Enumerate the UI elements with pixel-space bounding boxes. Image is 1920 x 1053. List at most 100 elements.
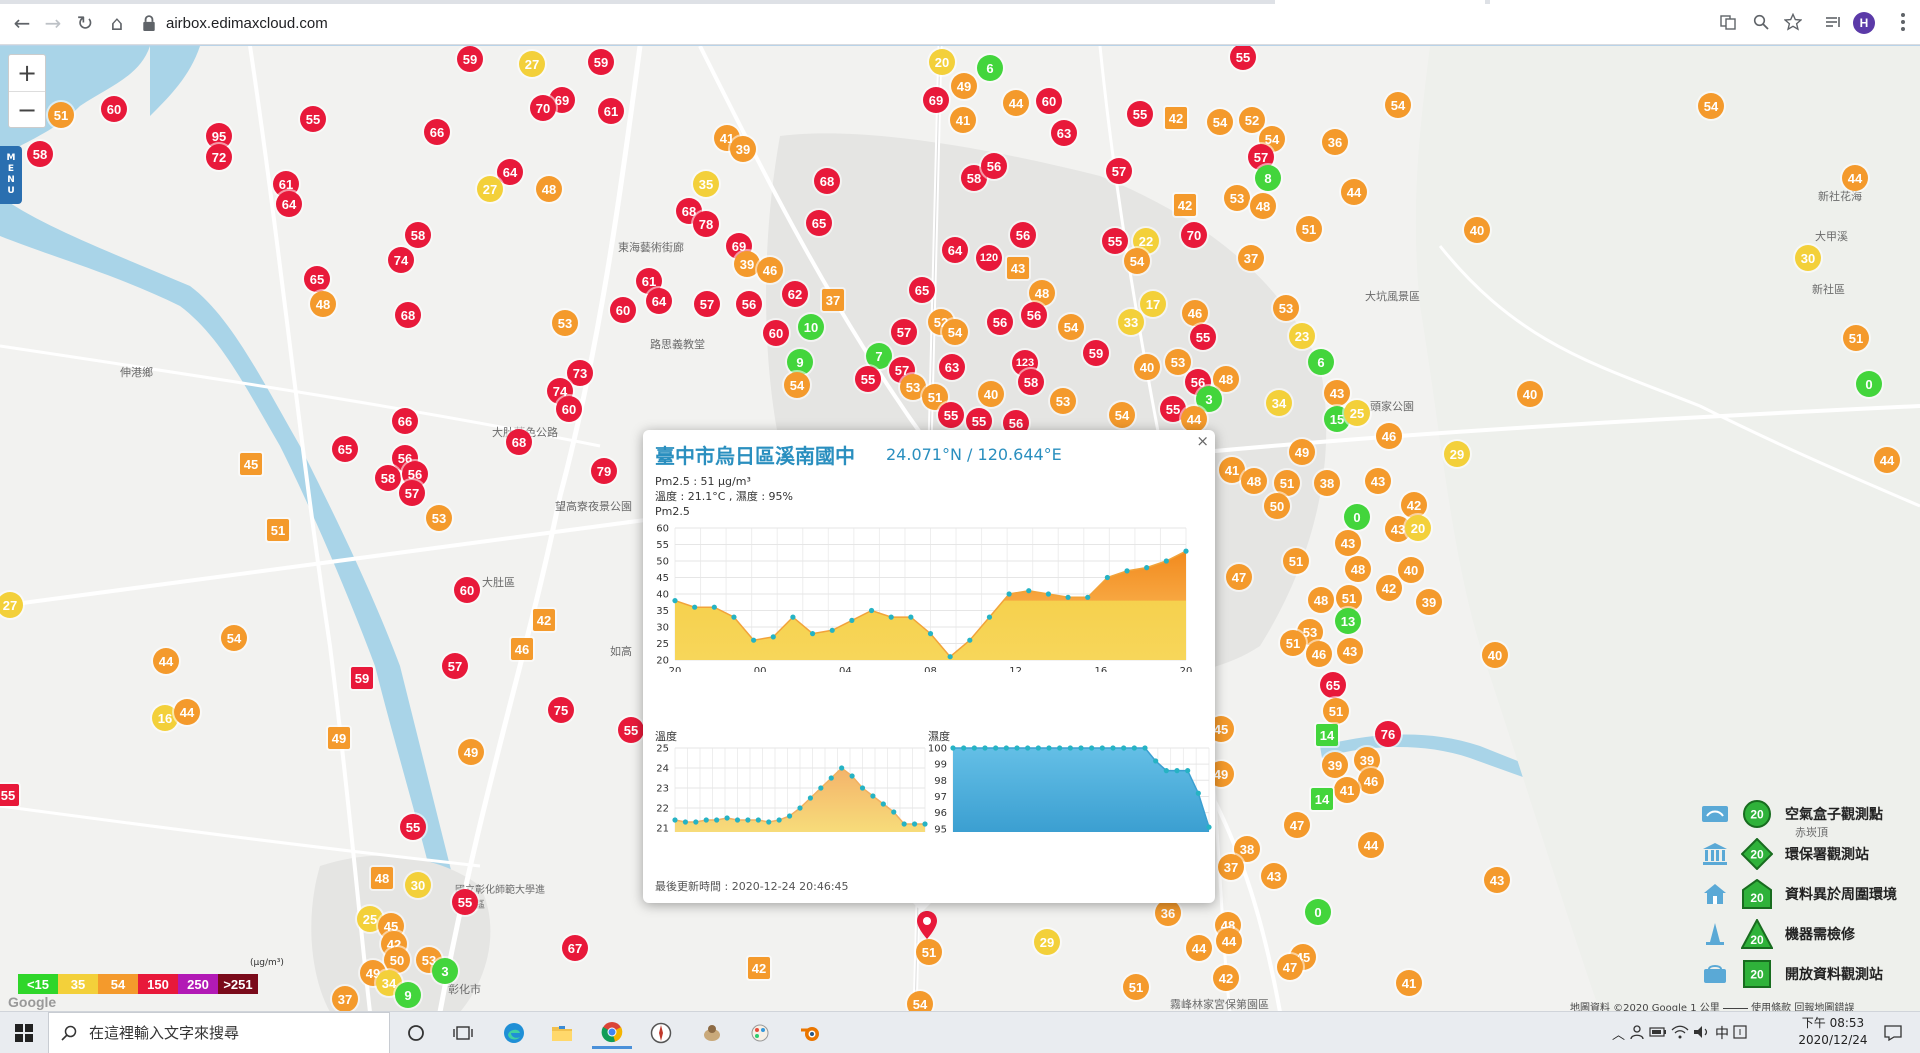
data-point[interactable]	[714, 817, 720, 823]
station-marker[interactable]: 27	[0, 592, 23, 618]
station-marker[interactable]: 56	[1021, 302, 1047, 328]
station-marker[interactable]: 69	[923, 87, 949, 113]
station-marker[interactable]: 65	[909, 277, 935, 303]
station-marker[interactable]: 39	[1322, 752, 1348, 778]
station-marker[interactable]: 61	[273, 171, 299, 197]
station-marker[interactable]: 43	[1337, 638, 1363, 664]
station-marker[interactable]: 70	[1181, 222, 1207, 248]
station-marker[interactable]: 65	[1320, 672, 1346, 698]
station-marker[interactable]: 3	[1196, 386, 1222, 412]
data-point[interactable]	[797, 805, 803, 811]
data-point[interactable]	[1089, 745, 1095, 751]
station-marker[interactable]: 56	[736, 291, 762, 317]
station-marker[interactable]: 48	[1308, 587, 1334, 613]
data-point[interactable]	[891, 809, 897, 815]
station-marker[interactable]: 65	[806, 210, 832, 236]
station-marker[interactable]: 58	[405, 222, 431, 248]
station-marker[interactable]: 55	[0, 784, 19, 806]
station-marker[interactable]: 61	[598, 98, 624, 124]
data-point[interactable]	[1195, 790, 1201, 796]
station-marker[interactable]: 33	[1118, 309, 1144, 335]
data-point[interactable]	[1045, 591, 1052, 597]
data-point[interactable]	[1065, 594, 1071, 600]
station-marker[interactable]: 72	[206, 144, 232, 170]
address-bar[interactable]: airbox.edimaxcloud.com	[142, 7, 1902, 39]
data-point[interactable]	[1183, 548, 1189, 554]
station-marker[interactable]: 60	[101, 96, 127, 122]
zoom-icon[interactable]	[1747, 8, 1775, 36]
data-point[interactable]	[1144, 565, 1150, 571]
station-marker[interactable]: 8	[1255, 165, 1281, 191]
station-marker[interactable]: 64	[646, 288, 672, 314]
data-point[interactable]	[829, 627, 835, 633]
station-marker[interactable]: 14	[1311, 788, 1333, 810]
station-marker[interactable]: 54	[1698, 93, 1724, 119]
url-text[interactable]: airbox.edimaxcloud.com	[166, 14, 328, 32]
station-marker[interactable]: 63	[1051, 120, 1077, 146]
station-marker[interactable]: 68	[506, 429, 532, 455]
wifi-icon[interactable]	[1671, 1025, 1689, 1042]
station-marker[interactable]: 65	[304, 266, 330, 292]
data-point[interactable]	[790, 614, 796, 620]
station-marker[interactable]: 51	[1296, 216, 1322, 242]
back-button[interactable]: ←	[13, 11, 31, 35]
station-marker[interactable]: 48	[1213, 366, 1239, 392]
station-marker[interactable]: 64	[497, 159, 523, 185]
station-marker[interactable]: 43	[1261, 863, 1287, 889]
station-marker[interactable]: 55	[1160, 396, 1186, 422]
forward-button[interactable]: →	[44, 11, 62, 35]
station-marker[interactable]: 44	[1341, 179, 1367, 205]
station-marker[interactable]: 46	[1358, 768, 1384, 794]
station-marker[interactable]: 95	[206, 123, 232, 149]
data-point[interactable]	[911, 821, 918, 827]
data-point[interactable]	[692, 604, 698, 610]
data-point[interactable]	[947, 654, 953, 660]
station-marker[interactable]: 53	[1297, 619, 1323, 645]
station-marker[interactable]: 49	[951, 73, 977, 99]
data-point[interactable]	[745, 817, 751, 823]
notification-icon[interactable]	[1878, 1020, 1908, 1046]
station-marker[interactable]: 48	[371, 867, 393, 889]
data-point[interactable]	[809, 631, 816, 637]
station-marker[interactable]: 50	[384, 947, 410, 973]
station-marker[interactable]: 53	[552, 310, 578, 336]
station-marker[interactable]: 47	[1277, 954, 1303, 980]
station-marker[interactable]: 29	[1034, 929, 1060, 955]
station-marker[interactable]: 57	[442, 653, 468, 679]
station-marker[interactable]: 44	[1003, 90, 1029, 116]
station-marker[interactable]: 9	[787, 349, 813, 375]
station-marker[interactable]: 0	[1856, 371, 1882, 397]
data-point[interactable]	[1124, 568, 1130, 574]
station-marker[interactable]: 30	[405, 872, 431, 898]
station-marker[interactable]: 51	[1283, 548, 1309, 574]
system-clock[interactable]: 下午 08:53 2020/12/24	[1792, 1015, 1874, 1049]
station-marker[interactable]: 42	[533, 609, 555, 631]
cortana-icon[interactable]	[396, 1017, 436, 1049]
station-marker[interactable]: 59	[351, 667, 373, 689]
task-view-icon[interactable]	[443, 1017, 483, 1049]
station-marker[interactable]: 38	[1314, 470, 1340, 496]
reload-button[interactable]: ↻	[76, 11, 94, 35]
data-point[interactable]	[1142, 745, 1148, 751]
zoom-out-button[interactable]: −	[9, 91, 45, 127]
station-marker[interactable]: 53	[1165, 349, 1191, 375]
station-marker[interactable]: 54	[1109, 402, 1135, 428]
station-marker[interactable]: 37	[332, 986, 358, 1011]
station-marker[interactable]: 54	[1124, 248, 1150, 274]
station-marker[interactable]: 34	[1266, 390, 1292, 416]
translate-icon[interactable]	[1714, 8, 1742, 36]
station-marker[interactable]: 79	[591, 458, 617, 484]
station-marker[interactable]: 59	[457, 46, 483, 72]
app-paint-icon[interactable]	[740, 1017, 780, 1049]
station-marker[interactable]: 44	[153, 648, 179, 674]
data-point[interactable]	[734, 817, 741, 823]
data-point[interactable]	[751, 637, 757, 643]
station-marker[interactable]: 55	[1230, 46, 1256, 70]
data-point[interactable]	[672, 817, 678, 823]
station-marker[interactable]: 51	[1274, 470, 1300, 496]
station-marker[interactable]: 59	[1083, 340, 1109, 366]
station-marker[interactable]: 43	[1007, 257, 1029, 279]
station-marker[interactable]: 44	[1874, 447, 1900, 473]
station-marker[interactable]: 43	[1484, 867, 1510, 893]
data-point[interactable]	[986, 614, 993, 620]
